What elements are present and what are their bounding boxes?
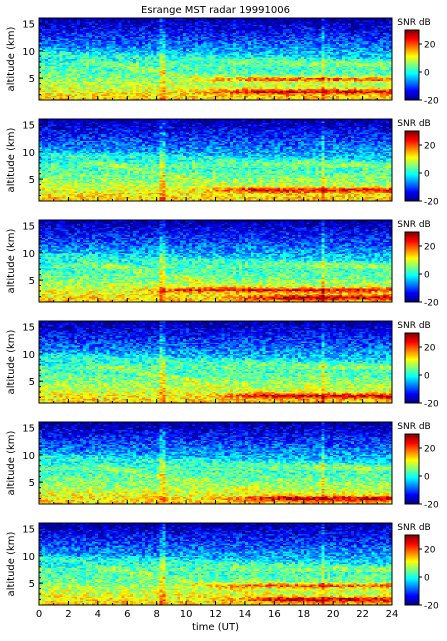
colorbar xyxy=(405,131,419,201)
colorbar-frame xyxy=(404,130,420,202)
colorbar-tick-label: -20 xyxy=(424,97,439,107)
y-tick-label: 15 xyxy=(22,322,35,333)
colorbar xyxy=(405,232,419,302)
x-tick-label: 0 xyxy=(36,609,42,620)
colorbar-label: SNR dB xyxy=(397,422,430,432)
colorbar-label: SNR dB xyxy=(397,220,430,230)
y-tick-label: 15 xyxy=(22,221,35,232)
y-tick-label: 10 xyxy=(22,148,35,159)
colorbar-frame xyxy=(404,332,420,404)
y-tick-label: 15 xyxy=(22,524,35,535)
colorbar-frame xyxy=(404,433,420,505)
colorbar-tick-label: -20 xyxy=(424,400,439,410)
x-tick-label: 16 xyxy=(268,609,281,620)
x-tick-label: 2 xyxy=(65,609,71,620)
x-tick-label: 14 xyxy=(239,609,252,620)
y-axis-label: altitude (km) xyxy=(6,228,17,293)
y-tick-label: 10 xyxy=(22,350,35,361)
colorbar-tick-label: 0 xyxy=(424,271,430,281)
y-tick-label: 10 xyxy=(22,451,35,462)
radar-panel-1: 5 10 15 altitude (km) Esrange MST radar 1999… xyxy=(6,5,439,107)
colorbar-label: SNR dB xyxy=(397,523,430,533)
y-axis-label: altitude (km) xyxy=(6,329,17,394)
x-tick-label: 6 xyxy=(124,609,130,620)
colorbar-tick-label: -20 xyxy=(424,501,439,511)
radar-panel-2: 5 10 15 altitude (km) SNR dB 20 0 -20 xyxy=(6,118,439,208)
colorbar-tick-label: -20 xyxy=(424,299,439,309)
y-tick-label: 5 xyxy=(29,377,35,388)
colorbar-frame xyxy=(404,29,420,101)
y-tick-label: 5 xyxy=(29,74,35,85)
y-tick-label: 5 xyxy=(29,579,35,590)
heatmap-image xyxy=(39,220,392,302)
colorbar-tick-label: 20 xyxy=(424,243,436,253)
y-tick-label: 10 xyxy=(22,47,35,58)
heatmap-image xyxy=(39,119,392,201)
colorbar xyxy=(405,535,419,605)
y-tick-label: 15 xyxy=(22,423,35,434)
heatmap-image xyxy=(39,321,392,403)
y-tick-label: 15 xyxy=(22,120,35,131)
y-axis-label: altitude (km) xyxy=(6,127,17,192)
y-tick-label: 10 xyxy=(22,249,35,260)
x-tick-label: 10 xyxy=(180,609,193,620)
colorbar-tick-label: 20 xyxy=(424,142,436,152)
y-axis-label: altitude (km) xyxy=(6,531,17,596)
colorbar-tick-label: 0 xyxy=(424,372,430,382)
y-tick-label: 15 xyxy=(22,19,35,30)
x-tick-label: 8 xyxy=(153,609,159,620)
colorbar-tick-label: -20 xyxy=(424,602,439,612)
x-tick-label: 12 xyxy=(209,609,222,620)
x-tick-label: 18 xyxy=(297,609,310,620)
colorbar-label: SNR dB xyxy=(397,119,430,129)
y-tick-label: 5 xyxy=(29,276,35,287)
colorbar-tick-label: 20 xyxy=(424,41,436,51)
colorbar-tick-label: 0 xyxy=(424,170,430,180)
colorbar-frame xyxy=(404,231,420,303)
colorbar-frame xyxy=(404,534,420,606)
colorbar-tick-label: 0 xyxy=(424,473,430,483)
y-axis-label: altitude (km) xyxy=(6,430,17,495)
colorbar xyxy=(405,30,419,100)
y-tick-label: 10 xyxy=(22,552,35,563)
colorbar-label: SNR dB xyxy=(397,18,430,28)
x-axis-label: time (UT) xyxy=(192,622,239,633)
heatmap-image xyxy=(39,422,392,504)
colorbar xyxy=(405,434,419,504)
y-axis-label: altitude (km) xyxy=(6,26,17,91)
y-tick-label: 5 xyxy=(29,175,35,186)
colorbar-tick-label: 20 xyxy=(424,445,436,455)
colorbar-tick-label: 20 xyxy=(424,344,436,354)
heatmap-image xyxy=(39,523,392,605)
colorbar-tick-label: 0 xyxy=(424,574,430,584)
colorbar-label: SNR dB xyxy=(397,321,430,331)
x-tick-label: 4 xyxy=(95,609,101,620)
radar-panel-4: 5 10 15 altitude (km) SNR dB 20 0 -20 xyxy=(6,320,439,410)
colorbar-tick-label: -20 xyxy=(424,198,439,208)
colorbar xyxy=(405,333,419,403)
radar-panel-3: 5 10 15 altitude (km) SNR dB 20 0 -20 xyxy=(6,219,439,309)
heatmap-image xyxy=(39,18,392,100)
x-tick-label: 22 xyxy=(356,609,369,620)
colorbar-tick-label: 20 xyxy=(424,546,436,556)
x-tick-label: 24 xyxy=(386,609,399,620)
chart-title: Esrange MST radar 19991006 xyxy=(141,5,290,16)
colorbar-tick-label: 0 xyxy=(424,69,430,79)
radar-panel-5: 5 10 15 altitude (km) SNR dB 20 0 -20 xyxy=(6,421,439,511)
y-tick-label: 5 xyxy=(29,478,35,489)
x-tick-label: 20 xyxy=(327,609,340,620)
